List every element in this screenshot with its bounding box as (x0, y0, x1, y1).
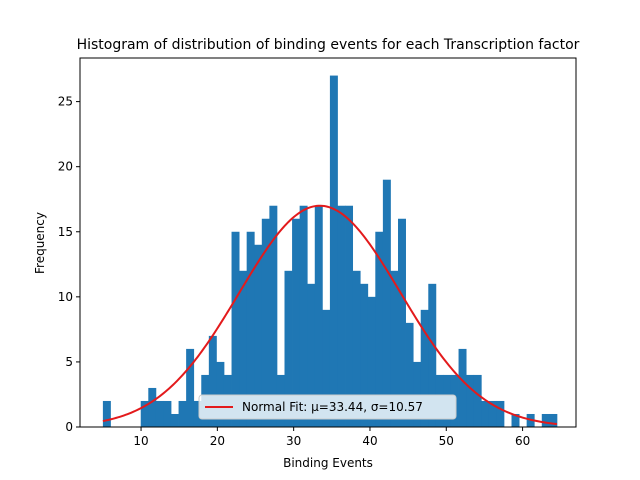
plot-area: 10 20 30 40 50 60 0 5 10 15 20 25 (58, 57, 577, 448)
histogram-bar (216, 361, 225, 427)
histogram-bar (261, 218, 270, 427)
histogram-bar (360, 283, 369, 427)
legend: Normal Fit: μ=33.44, σ=10.57 (198, 394, 457, 420)
histogram-bar (375, 231, 384, 427)
histogram-bar (329, 75, 338, 428)
y-tick-label: 5 (65, 355, 73, 369)
histogram-bar (549, 413, 558, 427)
histogram-bar (284, 270, 293, 427)
histogram-bar (466, 374, 475, 427)
histogram-bar (178, 400, 187, 427)
y-axis-label: Frequency (33, 212, 47, 274)
histogram-bar (314, 205, 323, 427)
histogram-bar (307, 283, 316, 427)
histogram-bar (382, 179, 391, 427)
histogram-bar (428, 283, 437, 427)
histogram-bar (352, 270, 361, 427)
histogram-bar (420, 309, 429, 427)
histogram-bar (269, 205, 278, 427)
histogram-bar (254, 244, 263, 427)
histogram-bar (496, 400, 505, 427)
x-tick-label: 20 (210, 434, 225, 448)
histogram-bar (390, 270, 399, 427)
y-tick-label: 15 (58, 225, 73, 239)
histogram-bar (170, 413, 179, 427)
histogram-bar (345, 205, 354, 427)
y-tick-label: 0 (65, 420, 73, 434)
histogram-bar (541, 413, 550, 427)
histogram-bar (367, 296, 376, 427)
histogram-bar (163, 400, 172, 427)
histogram-bar (148, 387, 157, 427)
axes-frame (79, 57, 577, 428)
histogram-bar (292, 218, 301, 427)
histogram-bar (337, 205, 346, 427)
histogram-bar (405, 322, 414, 427)
x-axis-label: Binding Events (283, 456, 373, 470)
histogram-bar (299, 205, 308, 427)
x-tick-label: 50 (439, 434, 454, 448)
normal-fit-line (102, 204, 558, 426)
histogram-bar (481, 400, 490, 427)
histogram-bar (239, 270, 248, 427)
histogram-bar (473, 374, 482, 427)
histogram-bar (322, 309, 331, 427)
histogram-bar (413, 361, 422, 427)
x-tick-label: 30 (286, 434, 301, 448)
histogram-bar (511, 413, 520, 427)
chart-title: Histogram of distribution of binding eve… (77, 37, 580, 53)
histogram-bar (231, 231, 240, 427)
y-tick-label: 20 (58, 160, 73, 174)
histogram-bar (488, 400, 497, 427)
histogram-bar (155, 400, 164, 427)
y-tick-label: 25 (58, 95, 73, 109)
histogram-bar (208, 335, 217, 427)
histogram-bar (186, 348, 195, 427)
x-tick-label: 40 (362, 434, 377, 448)
histogram-bar (193, 400, 202, 427)
x-tick-label: 10 (133, 434, 148, 448)
histogram-bar (246, 231, 255, 427)
histogram-bar (102, 400, 111, 427)
histogram-bar (140, 400, 149, 427)
histogram-bar (458, 348, 467, 427)
legend-label: Normal Fit: μ=33.44, σ=10.57 (242, 400, 423, 414)
legend-box (198, 394, 457, 420)
x-tick-label: 60 (515, 434, 530, 448)
histogram-bar (398, 218, 406, 427)
y-tick-label: 10 (58, 290, 73, 304)
